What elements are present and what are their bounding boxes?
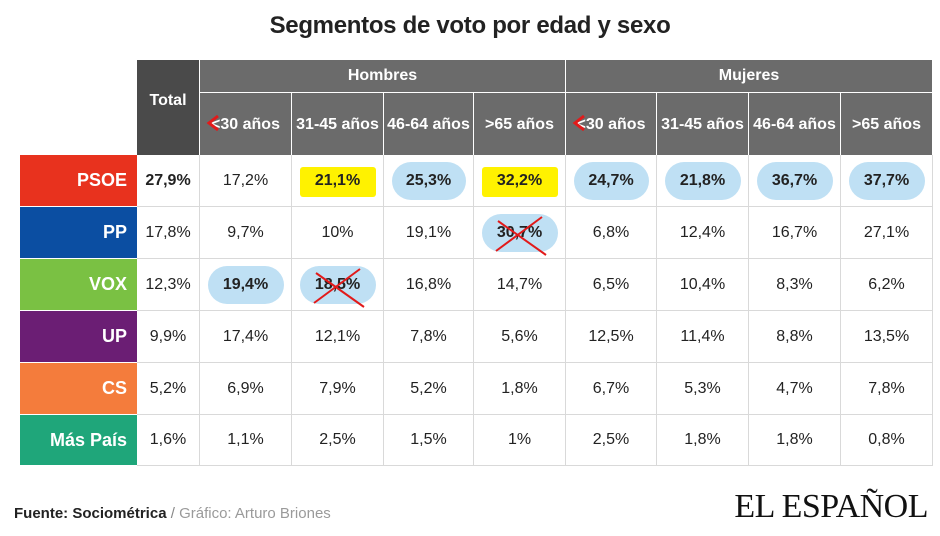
blue-highlight-pill [849, 162, 925, 200]
value-cell: 1,8% [474, 363, 566, 415]
footer-separator: / [166, 505, 180, 522]
value-cell: 5,6% [474, 311, 566, 363]
value-cell: 12,4% [657, 207, 749, 259]
value-cell: 21,1% [292, 155, 384, 207]
value-cell: 19,4% [200, 259, 292, 311]
value-cell: 7,8% [384, 311, 474, 363]
value-cell: 16,7% [749, 207, 841, 259]
value-cell: 10,4% [657, 259, 749, 311]
value-cell: 14,7% [474, 259, 566, 311]
age-header: 46-64 años [749, 93, 841, 155]
age-header: >65 años [474, 93, 566, 155]
group-header-hombres: Hombres [200, 60, 566, 93]
value-cell: 6,7% [566, 363, 657, 415]
group-header-mujeres: Mujeres [566, 60, 933, 93]
value-cell: 9,7% [200, 207, 292, 259]
value-cell: 0,8% [841, 415, 933, 466]
value-cell: 11,4% [657, 311, 749, 363]
party-label: VOX [20, 259, 137, 311]
total-cell: 27,9% [137, 155, 200, 207]
age-header: 31-45 años [292, 93, 384, 155]
chart-title: Segmentos de voto por edad y sexo [269, 12, 671, 39]
el-espanol-logo: EL ESPAÑOL [734, 488, 928, 525]
value-cell: 5,3% [657, 363, 749, 415]
party-label: Más País [20, 415, 137, 466]
total-cell: 17,8% [137, 207, 200, 259]
age-header: 31-45 años [657, 93, 749, 155]
footer: Fuente: Sociométrica / Gráfico: Arturo B… [14, 505, 331, 522]
age-header: 46-64 años [384, 93, 474, 155]
value-cell: 36,7% [749, 155, 841, 207]
value-cell: 37,7% [841, 155, 933, 207]
value-cell: 27,1% [841, 207, 933, 259]
yellow-highlight-marker [482, 167, 558, 197]
value-cell: 1,1% [200, 415, 292, 466]
blue-highlight-pill [665, 162, 741, 200]
credit-text: Gráfico: Arturo Briones [179, 505, 331, 522]
party-label: CS [20, 363, 137, 415]
party-label: UP [20, 311, 137, 363]
value-cell: 6,5% [566, 259, 657, 311]
value-cell: 21,8% [657, 155, 749, 207]
value-cell: 6,9% [200, 363, 292, 415]
total-cell: 9,9% [137, 311, 200, 363]
value-cell: 8,3% [749, 259, 841, 311]
value-cell: 17,2% [200, 155, 292, 207]
source-text: Fuente: Sociométrica [14, 505, 167, 522]
value-cell: 1,8% [657, 415, 749, 466]
age-header: <30 años [566, 93, 657, 155]
value-cell: 5,2% [384, 363, 474, 415]
value-cell: 1,5% [384, 415, 474, 466]
value-cell: 18,5% [292, 259, 384, 311]
value-cell: 30,7% [474, 207, 566, 259]
value-cell: 2,5% [566, 415, 657, 466]
blue-highlight-pill [574, 162, 649, 200]
blue-highlight-pill [392, 162, 466, 200]
value-cell: 7,8% [841, 363, 933, 415]
total-cell: 12,3% [137, 259, 200, 311]
value-cell: 4,7% [749, 363, 841, 415]
blue-highlight-pill [757, 162, 833, 200]
value-cell: 6,2% [841, 259, 933, 311]
value-cell: 13,5% [841, 311, 933, 363]
party-label: PP [20, 207, 137, 259]
value-cell: 1,8% [749, 415, 841, 466]
value-cell: 6,8% [566, 207, 657, 259]
value-cell: 12,1% [292, 311, 384, 363]
blue-highlight-pill [208, 266, 284, 304]
total-header: Total [137, 60, 200, 155]
value-cell: 17,4% [200, 311, 292, 363]
value-cell: 7,9% [292, 363, 384, 415]
value-cell: 1% [474, 415, 566, 466]
value-cell: 8,8% [749, 311, 841, 363]
value-cell: 24,7% [566, 155, 657, 207]
age-header: <30 años [200, 93, 292, 155]
total-cell: 5,2% [137, 363, 200, 415]
value-cell: 32,2% [474, 155, 566, 207]
value-cell: 19,1% [384, 207, 474, 259]
value-cell: 2,5% [292, 415, 384, 466]
value-cell: 25,3% [384, 155, 474, 207]
age-header: >65 años [841, 93, 933, 155]
total-cell: 1,6% [137, 415, 200, 466]
value-cell: 12,5% [566, 311, 657, 363]
yellow-highlight-marker [300, 167, 376, 197]
party-label: PSOE [20, 155, 137, 207]
value-cell: 10% [292, 207, 384, 259]
value-cell: 16,8% [384, 259, 474, 311]
